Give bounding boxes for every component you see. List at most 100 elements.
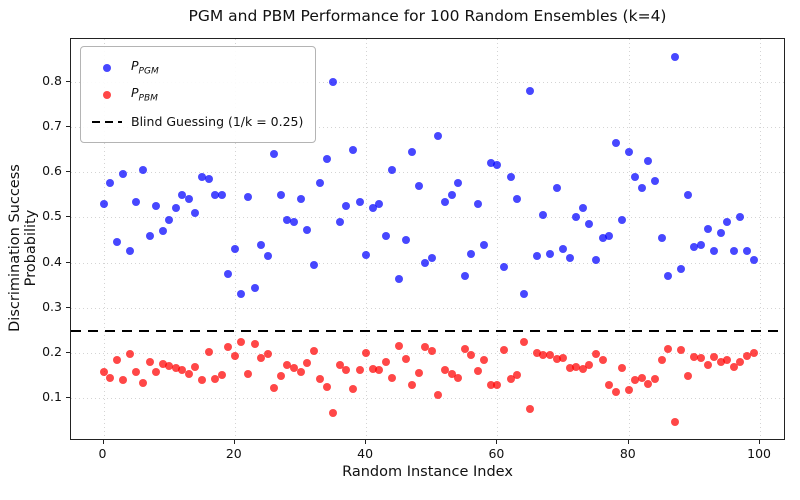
plot-area: PPGM PPBM Blind Guessing (1/k = 0.25) (70, 38, 785, 440)
scatter-point-pbm (690, 352, 699, 361)
scatter-point-pbm (408, 381, 417, 390)
scatter-point-pgm (697, 240, 705, 249)
scatter-point-pbm (395, 342, 403, 351)
x-tick-label: 0 (98, 446, 107, 461)
gridline-y (71, 126, 784, 128)
scatter-point-pgm (506, 172, 515, 181)
scatter-point-pgm (539, 211, 548, 220)
legend: PPGM PPBM Blind Guessing (1/k = 0.25) (80, 46, 317, 143)
legend-entry-blind-guessing: Blind Guessing (1/k = 0.25) (90, 108, 303, 135)
scatter-point-pbm (178, 365, 187, 374)
scatter-point-pgm (138, 165, 147, 174)
scatter-point-pgm (677, 265, 686, 274)
scatter-point-pbm (237, 337, 246, 346)
x-tick-label: 20 (225, 446, 242, 461)
scatter-point-pbm (132, 368, 141, 377)
scatter-point-pbm (303, 359, 311, 368)
gridline-y (71, 217, 784, 219)
scatter-point-pgm (395, 274, 403, 283)
scatter-point-pbm (539, 351, 548, 359)
scatter-point-pbm (381, 358, 390, 367)
scatter-point-pbm (217, 370, 226, 379)
scatter-point-pgm (381, 231, 390, 240)
gridline-x (628, 39, 630, 439)
scatter-point-pgm (519, 290, 528, 299)
gridline-x (760, 39, 762, 439)
scatter-point-pbm (106, 374, 115, 383)
scatter-point-pgm (237, 290, 246, 299)
scatter-point-pbm (289, 363, 298, 372)
scatter-point-pbm (506, 374, 515, 383)
x-tick-label: 80 (619, 446, 636, 461)
scatter-point-pgm (401, 236, 410, 244)
scatter-point-pbm (565, 364, 574, 373)
scatter-point-pgm (703, 224, 712, 233)
scatter-point-pbm (664, 344, 673, 353)
scatter-point-pgm (716, 229, 725, 238)
scatter-point-pgm (165, 215, 174, 224)
scatter-point-pbm (624, 386, 633, 395)
scatter-point-pbm (723, 355, 732, 364)
legend-label-pgm: PPGM (131, 58, 159, 77)
scatter-point-pbm (526, 404, 535, 413)
scatter-point-pgm (578, 204, 587, 213)
y-tick-mark (66, 397, 70, 399)
scatter-point-pgm (191, 208, 200, 217)
scatter-point-pbm (204, 348, 213, 357)
y-tick-label: 0.3 (42, 298, 62, 314)
gridline-y (71, 398, 784, 400)
scatter-point-pbm (211, 375, 220, 384)
pgm-marker-icon (90, 63, 124, 72)
scatter-point-pgm (211, 190, 220, 199)
scatter-point-pgm (493, 161, 502, 170)
x-tick-mark (759, 440, 761, 444)
scatter-point-pbm (716, 358, 725, 367)
scatter-point-pgm (184, 195, 193, 204)
scatter-point-pbm (362, 349, 371, 358)
scatter-point-pgm (342, 202, 351, 210)
scatter-point-pgm (263, 251, 272, 260)
scatter-point-pbm (473, 367, 482, 376)
scatter-point-pbm (283, 361, 292, 370)
scatter-point-pbm (572, 362, 581, 371)
scatter-point-pbm (145, 357, 154, 366)
scatter-point-pgm (591, 256, 600, 265)
scatter-point-pgm (473, 199, 482, 208)
scatter-point-pgm (651, 177, 659, 186)
scatter-point-pgm (447, 190, 456, 199)
scatter-point-pbm (670, 418, 679, 426)
scatter-point-pbm (742, 352, 751, 361)
scatter-point-pgm (723, 217, 732, 226)
scatter-point-pbm (349, 384, 357, 393)
scatter-point-pgm (145, 231, 154, 240)
scatter-point-pbm (552, 354, 561, 363)
scatter-point-pbm (388, 374, 397, 383)
scatter-point-pgm (598, 233, 607, 242)
scatter-point-pgm (454, 179, 462, 188)
scatter-point-pgm (683, 190, 692, 199)
scatter-point-pbm (703, 360, 712, 369)
scatter-point-pbm (230, 351, 239, 360)
scatter-point-pgm (132, 197, 141, 206)
scatter-point-pgm (112, 238, 121, 247)
scatter-point-pgm (368, 204, 377, 213)
scatter-point-pbm (309, 346, 318, 355)
scatter-point-pgm (322, 154, 331, 163)
scatter-point-pgm (388, 165, 397, 174)
scatter-point-pgm (349, 145, 357, 154)
scatter-point-pgm (224, 270, 233, 278)
scatter-point-pgm (546, 249, 554, 258)
scatter-point-pgm (572, 213, 581, 222)
scatter-point-pgm (355, 197, 364, 206)
gridline-y (71, 353, 784, 355)
scatter-point-pgm (552, 183, 561, 192)
scatter-point-pgm (171, 204, 180, 213)
scatter-point-pbm (257, 353, 266, 362)
y-tick-label: 0.6 (42, 163, 62, 179)
scatter-point-pbm (270, 383, 279, 392)
scatter-point-pbm (578, 364, 587, 373)
scatter-point-pbm (447, 369, 456, 378)
scatter-point-pgm (289, 217, 298, 226)
scatter-point-pgm (158, 226, 167, 235)
scatter-point-pgm (532, 251, 541, 260)
